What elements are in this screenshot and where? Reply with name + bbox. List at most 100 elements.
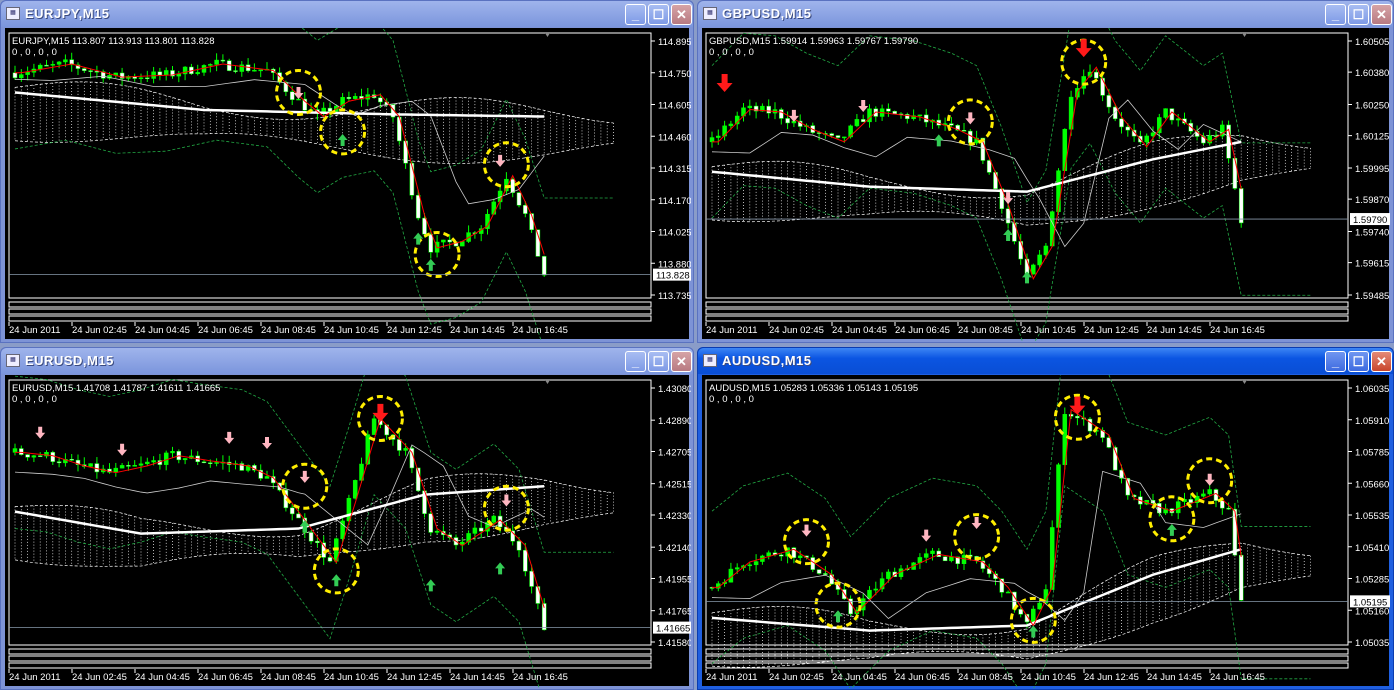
candle [541, 598, 547, 631]
buy-arrow-icon [413, 232, 424, 245]
price-chart[interactable]: 1.60505 1.60380 1.60250 1.60125 1.59995 1.598… [702, 28, 1391, 341]
ma-medium-line [711, 470, 1242, 622]
candles [12, 52, 547, 277]
chart-area[interactable]: 1.06035 1.05910 1.05785 1.05660 1.05535 1.054… [702, 375, 1391, 688]
time-axis-label: 24 Jun 16:45 [1210, 325, 1265, 336]
sell-arrow-icon [117, 443, 128, 456]
candle [510, 525, 515, 546]
candle [397, 432, 402, 456]
chart-window-gbpusd[interactable]: ▦ GBPUSD,M15 _ ☐ ✕ 1.60505 1.60380 1.60250 1.601… [697, 0, 1394, 343]
time-axis-label: 24 Jun 06:45 [895, 325, 950, 336]
minimize-button[interactable]: _ [1325, 351, 1346, 372]
sell-arrow-icon [1075, 39, 1092, 58]
title-bar[interactable]: ▦ EURJPY,M15 _ ☐ ✕ [1, 1, 693, 27]
candle [955, 556, 960, 570]
minimize-button[interactable]: _ [625, 4, 646, 25]
maximize-button[interactable]: ☐ [1348, 351, 1369, 372]
candle [1043, 243, 1049, 259]
price-axis-label: 1.60250 [1355, 101, 1389, 112]
maximize-button[interactable]: ☐ [1348, 4, 1369, 25]
current-price-label: 113.828 [656, 271, 690, 282]
chart-window-audusd[interactable]: ▦ AUDUSD,M15 _ ☐ ✕ 1.06035 1.05910 1.05785 1.056… [697, 347, 1394, 690]
minimize-button[interactable]: _ [625, 351, 646, 372]
chart-area[interactable]: 114.895 114.750 114.605 114.460 114.315 114.1… [5, 28, 691, 341]
price-chart[interactable]: 1.43080 1.42890 1.42705 1.42515 1.42330 1.421… [5, 375, 691, 688]
candle [1049, 211, 1055, 247]
title-bar[interactable]: ▦ GBPUSD,M15 _ ☐ ✕ [698, 1, 1393, 27]
candle [126, 461, 131, 471]
candle [1037, 598, 1042, 610]
candle [189, 63, 194, 75]
price-chart[interactable]: 1.06035 1.05910 1.05785 1.05660 1.05535 1.054… [702, 375, 1391, 688]
candle [1031, 263, 1036, 275]
candle [233, 65, 238, 74]
indicator-values: 0 , 0 , 0 , 0 [709, 394, 754, 405]
time-axis-label: 24 Jun 02:45 [769, 325, 824, 336]
indicator-subwindow [8, 315, 652, 322]
price-axis-label: 1.05910 [1355, 416, 1389, 427]
title-bar[interactable]: ▦ EURUSD,M15 _ ☐ ✕ [1, 348, 693, 374]
minimize-button[interactable]: _ [1325, 4, 1346, 25]
price-chart[interactable]: 114.895 114.750 114.605 114.460 114.315 114.1… [5, 28, 691, 341]
time-axis-label: 24 Jun 04:45 [832, 325, 887, 336]
candle [201, 64, 207, 76]
time-axis-label: 24 Jun 06:45 [198, 672, 253, 683]
candle [107, 463, 112, 474]
candle [19, 445, 24, 456]
candle [728, 562, 734, 583]
indicator-values: 0 , 0 , 0 , 0 [709, 47, 754, 58]
title-bar[interactable]: ▦ AUDUSD,M15 _ ☐ ✕ [698, 348, 1393, 374]
candle [258, 69, 263, 78]
time-axis-label: 24 Jun 14:45 [450, 672, 505, 683]
highlight-circle [275, 68, 322, 116]
candle [434, 529, 440, 535]
candle [1226, 120, 1231, 164]
candle [753, 554, 759, 572]
time-axis-label: 24 Jun 12:45 [1084, 672, 1139, 683]
chart-shift-marker[interactable] [1242, 380, 1247, 384]
chart-shift-marker[interactable] [545, 380, 550, 384]
candle [50, 60, 56, 73]
close-button[interactable]: ✕ [1371, 4, 1392, 25]
candle [816, 569, 822, 575]
buy-arrow-icon [425, 258, 436, 271]
candle [208, 63, 213, 73]
plot-frame [705, 32, 1349, 299]
maximize-button[interactable]: ☐ [648, 351, 669, 372]
candle [478, 225, 484, 242]
indicator-subwindow [8, 655, 652, 662]
candle [315, 536, 320, 548]
close-button[interactable]: ✕ [1371, 351, 1392, 372]
candle [220, 54, 226, 63]
candle [854, 114, 860, 128]
candle [986, 563, 992, 578]
chart-window-eurusd[interactable]: ▦ EURUSD,M15 _ ☐ ✕ 1.43080 1.42890 1.42705 1.425… [0, 347, 694, 690]
price-axis-label: 1.42705 [658, 448, 691, 459]
chart-window-icon: ▦ [703, 7, 717, 20]
time-axis-label: 24 Jun 10:45 [324, 325, 379, 336]
candle [760, 554, 765, 565]
chart-shift-marker[interactable] [545, 33, 550, 37]
price-axis-label: 1.43080 [658, 384, 691, 395]
indicator-subwindow [705, 648, 1349, 655]
band-upper [711, 28, 1311, 204]
price-axis-label: 1.05410 [1355, 543, 1389, 554]
time-axis-label: 24 Jun 08:45 [958, 672, 1013, 683]
indicator-subwindow [8, 648, 652, 655]
chart-area[interactable]: 1.60505 1.60380 1.60250 1.60125 1.59995 1.598… [702, 28, 1391, 341]
close-button[interactable]: ✕ [671, 4, 692, 25]
indicator-subwindow [8, 662, 652, 669]
candle [245, 58, 251, 73]
candle [1062, 128, 1068, 172]
chart-area[interactable]: 1.43080 1.42890 1.42705 1.42515 1.42330 1.421… [5, 375, 691, 688]
chart-shift-marker[interactable] [1242, 33, 1247, 37]
chart-window-eurjpy[interactable]: ▦ EURJPY,M15 _ ☐ ✕ 114.895 114.750 114.605 114.4… [0, 0, 694, 343]
price-axis-label: 114.315 [658, 164, 691, 175]
price-axis-label: 1.42515 [658, 480, 691, 491]
time-axis-label: 24 Jun 2011 [9, 325, 61, 336]
close-button[interactable]: ✕ [671, 351, 692, 372]
candle [886, 103, 891, 117]
time-axis-label: 24 Jun 06:45 [198, 325, 253, 336]
candle [942, 555, 948, 562]
maximize-button[interactable]: ☐ [648, 4, 669, 25]
